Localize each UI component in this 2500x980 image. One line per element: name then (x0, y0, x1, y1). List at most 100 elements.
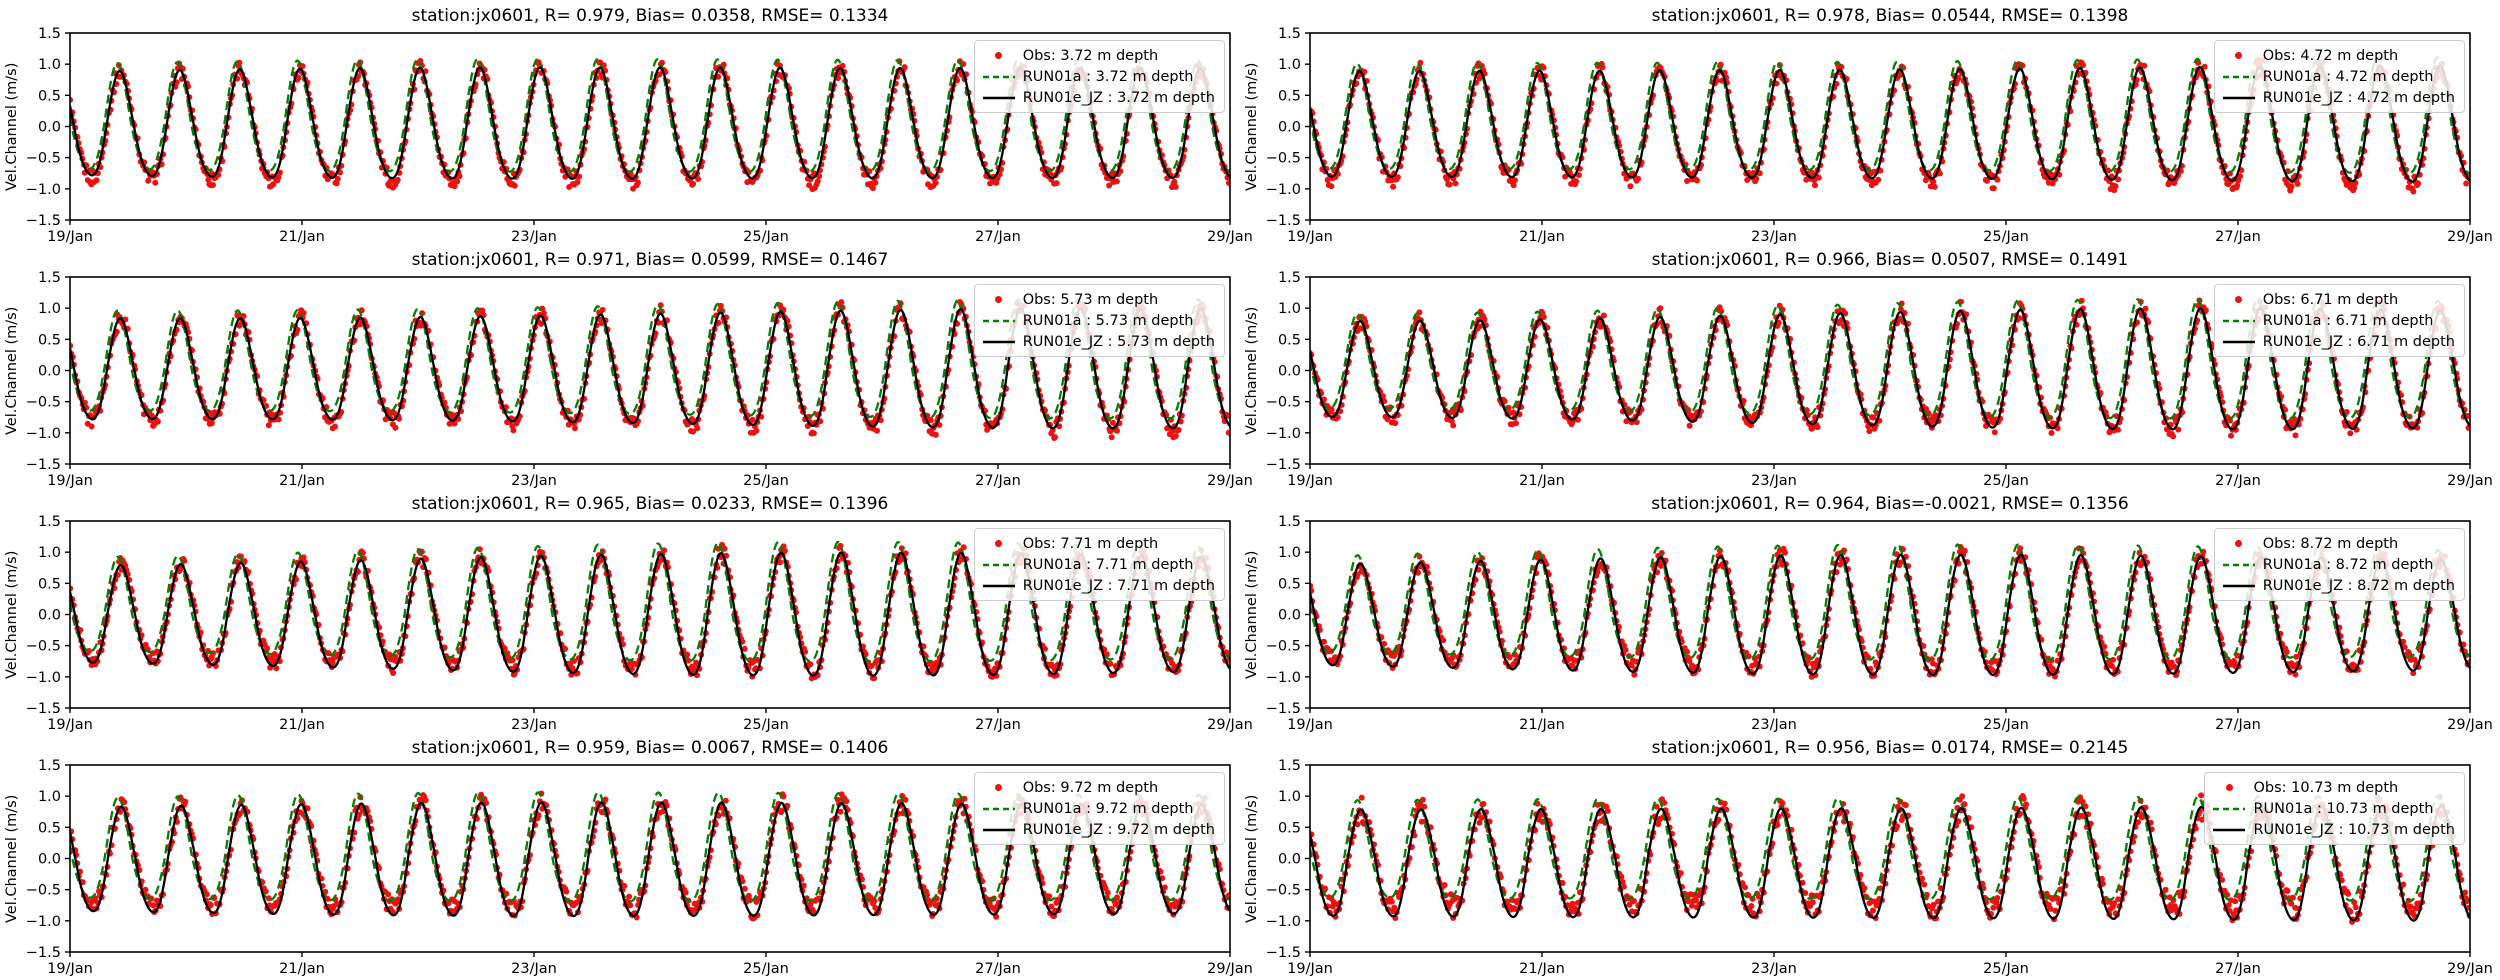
plot-canvas: 19/Jan 21/Jan 23/Jan 25/Jan 27/Jan 29/Jan 1.5 1… (26, 26, 1253, 245)
subplot-r3c1: station:jx0601, R= 0.965, Bias= 0.0233, … (0, 491, 1275, 753)
solid-line-icon (2221, 581, 2257, 591)
svg-text:−0.5: −0.5 (1266, 639, 1301, 655)
legend-item-obs: Obs: 10.73 m depth (2211, 777, 2455, 798)
legend-item-run01e: RUN01e_JZ : 5.73 m depth (981, 331, 1215, 352)
legend: Obs: 3.72 m depth RUN01a : 3.72 m depth … (973, 40, 1225, 113)
solid-line-icon (981, 581, 1017, 591)
svg-text:25/Jan: 25/Jan (1983, 473, 2029, 489)
legend-item-run01e: RUN01e_JZ : 10.73 m depth (2211, 819, 2455, 840)
obs-dot-icon (2211, 784, 2247, 791)
svg-text:27/Jan: 27/Jan (2215, 229, 2261, 245)
legend-item-run01e: RUN01e_JZ : 6.71 m depth (2221, 331, 2455, 352)
axis-ticks: 19/Jan 21/Jan 23/Jan 25/Jan 27/Jan 29/Jan1.51… (26, 26, 1253, 245)
svg-text:0.0: 0.0 (1278, 608, 1301, 624)
series-run01a (1310, 543, 2470, 661)
svg-text:−0.5: −0.5 (26, 395, 61, 411)
legend-item-obs: Obs: 8.72 m depth (2221, 533, 2455, 554)
axis-ticks: 19/Jan 21/Jan 23/Jan 25/Jan 27/Jan 29/Jan1.51… (1266, 26, 2493, 245)
subplot-r3c2: station:jx0601, R= 0.964, Bias=-0.0021, … (1240, 491, 2500, 753)
legend: Obs: 8.72 m depth RUN01a : 8.72 m depth … (2213, 528, 2465, 601)
svg-text:0.0: 0.0 (38, 364, 61, 380)
svg-text:29/Jan: 29/Jan (1207, 473, 1253, 489)
axes-box (69, 276, 1231, 465)
svg-text:1.0: 1.0 (38, 545, 61, 561)
svg-text:1.0: 1.0 (38, 57, 61, 73)
svg-text:21/Jan: 21/Jan (1519, 473, 1565, 489)
svg-text:0.5: 0.5 (38, 576, 61, 592)
subplot-title: station:jx0601, R= 0.965, Bias= 0.0233, … (411, 494, 889, 514)
svg-text:0.5: 0.5 (1278, 88, 1301, 104)
svg-text:25/Jan: 25/Jan (743, 473, 789, 489)
svg-text:19/Jan: 19/Jan (47, 717, 93, 733)
svg-text:21/Jan: 21/Jan (1519, 229, 1565, 245)
legend: Obs: 6.71 m depth RUN01a : 6.71 m depth … (2213, 284, 2465, 357)
svg-text:21/Jan: 21/Jan (279, 229, 325, 245)
series-run01e-jz (1310, 804, 2470, 922)
svg-text:1.5: 1.5 (1278, 26, 1301, 42)
subplot-r1c2: station:jx0601, R= 0.978, Bias= 0.0544, … (1240, 3, 2500, 265)
subplot-title: station:jx0601, R= 0.979, Bias= 0.0358, … (411, 6, 889, 26)
solid-line-icon (2221, 93, 2257, 103)
legend-item-run01e: RUN01e_JZ : 4.72 m depth (2221, 87, 2455, 108)
svg-text:21/Jan: 21/Jan (1519, 717, 1565, 733)
svg-text:19/Jan: 19/Jan (1287, 473, 1333, 489)
dashed-line-icon (981, 316, 1017, 326)
subplot-r1c1: station:jx0601, R= 0.979, Bias= 0.0358, … (0, 3, 1275, 265)
svg-text:29/Jan: 29/Jan (2447, 473, 2493, 489)
svg-text:19/Jan: 19/Jan (1287, 717, 1333, 733)
svg-text:23/Jan: 23/Jan (511, 473, 557, 489)
svg-text:25/Jan: 25/Jan (743, 229, 789, 245)
axes-box (69, 32, 1231, 221)
svg-text:1.5: 1.5 (1278, 514, 1301, 530)
legend-item-run01e: RUN01e_JZ : 3.72 m depth (981, 87, 1215, 108)
svg-text:−1.5: −1.5 (1266, 213, 1301, 229)
svg-text:19/Jan: 19/Jan (47, 229, 93, 245)
obs-dot-icon (981, 52, 1017, 59)
legend: Obs: 5.73 m depth RUN01a : 5.73 m depth … (973, 284, 1225, 357)
svg-text:27/Jan: 27/Jan (2215, 473, 2261, 489)
series-run01e-jz (70, 66, 1230, 180)
legend: Obs: 4.72 m depth RUN01a : 4.72 m depth … (2213, 40, 2465, 113)
subplot-r2c2: station:jx0601, R= 0.966, Bias= 0.0507, … (1240, 247, 2500, 509)
svg-text:−1.5: −1.5 (1266, 701, 1301, 717)
solid-line-icon (981, 93, 1017, 103)
svg-text:27/Jan: 27/Jan (2215, 717, 2261, 733)
axis-ticks: 19/Jan 21/Jan 23/Jan 25/Jan 27/Jan 29/Jan1.51… (26, 270, 1253, 489)
svg-text:0.5: 0.5 (1278, 332, 1301, 348)
dashed-line-icon (981, 804, 1017, 814)
series-run01e-jz (70, 307, 1230, 430)
plot-canvas: 19/Jan 21/Jan 23/Jan 25/Jan 27/Jan 29/Jan 1.5 1… (26, 514, 1253, 733)
legend-item-obs: Obs: 6.71 m depth (2221, 289, 2455, 310)
svg-text:23/Jan: 23/Jan (511, 717, 557, 733)
legend-item-run01e: RUN01e_JZ : 7.71 m depth (981, 575, 1215, 596)
svg-text:−1.0: −1.0 (26, 670, 61, 686)
subplot-r4c1: station:jx0601, R= 0.959, Bias= 0.0067, … (0, 735, 1275, 980)
series-group (70, 790, 1230, 922)
solid-line-icon (981, 825, 1017, 835)
dashed-line-icon (981, 72, 1017, 82)
axis-ticks: 19/Jan 21/Jan 23/Jan 25/Jan 27/Jan 29/Jan1.51… (1266, 758, 2493, 977)
svg-text:29/Jan: 29/Jan (1207, 717, 1253, 733)
axes-box (69, 764, 1231, 953)
svg-text:19/Jan: 19/Jan (47, 473, 93, 489)
svg-text:29/Jan: 29/Jan (2447, 717, 2493, 733)
svg-text:1.0: 1.0 (1278, 301, 1301, 317)
legend: Obs: 10.73 m depth RUN01a : 10.73 m dept… (2204, 772, 2465, 845)
svg-text:1.5: 1.5 (38, 514, 61, 530)
svg-text:23/Jan: 23/Jan (1751, 473, 1797, 489)
obs-dot-icon (981, 540, 1017, 547)
svg-text:0.0: 0.0 (38, 120, 61, 136)
obs-dot-icon (981, 296, 1017, 303)
series-group (1310, 297, 2470, 440)
svg-text:−1.5: −1.5 (26, 701, 61, 717)
svg-text:27/Jan: 27/Jan (975, 473, 1021, 489)
axes-box (1309, 520, 2471, 709)
subplot-r2c1: station:jx0601, R= 0.971, Bias= 0.0599, … (0, 247, 1275, 509)
series-run01e-jz (70, 801, 1230, 918)
axes-box (69, 520, 1231, 709)
solid-line-icon (2221, 337, 2257, 347)
dashed-line-icon (2221, 316, 2257, 326)
solid-line-icon (981, 337, 1017, 347)
series-run01e-jz (1310, 64, 2470, 183)
